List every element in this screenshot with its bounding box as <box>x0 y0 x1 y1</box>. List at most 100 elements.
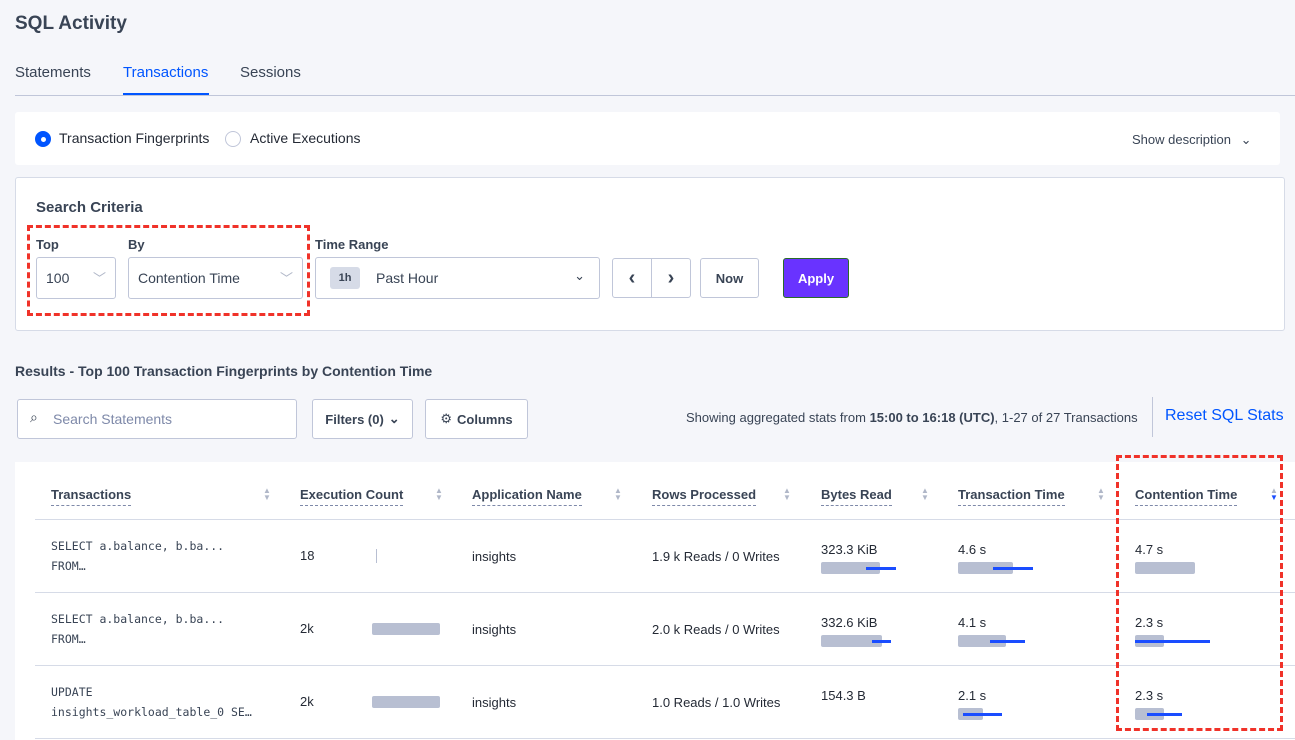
by-label: By <box>128 237 145 252</box>
now-button[interactable]: Now <box>700 258 759 298</box>
application-name: insights <box>472 549 517 564</box>
search-criteria-panel <box>15 177 1285 331</box>
tab-statements[interactable]: Statements <box>15 64 91 81</box>
bytes-read: 323.3 KiB <box>821 542 878 557</box>
transaction-query[interactable]: UPDATE <box>51 685 93 699</box>
execution-count-bar <box>372 696 440 708</box>
top-value: 100 <box>46 270 70 286</box>
results-title: Results - Top 100 Transaction Fingerprin… <box>15 363 433 379</box>
bytes-read: 332.6 KiB <box>821 615 878 630</box>
highlight-box <box>1116 455 1283 731</box>
stats-suffix: , 1-27 of 27 Transactions <box>994 410 1138 425</box>
cont-stddev-bar <box>1147 713 1182 716</box>
stats-summary: Showing aggregated stats from 15:00 to 1… <box>686 410 1138 425</box>
sort-icon[interactable]: ▲ ▼ <box>783 486 791 502</box>
divider <box>1152 397 1153 437</box>
show-description-toggle[interactable]: Show description ⌄ <box>1132 132 1252 148</box>
by-value: Contention Time <box>138 270 240 286</box>
chevron-down-icon: ⌄ <box>388 411 400 426</box>
reset-sql-stats-link[interactable]: Reset SQL Stats <box>1165 407 1284 424</box>
row-divider <box>35 592 1295 593</box>
stats-range: 15:00 to 16:18 (UTC) <box>869 410 995 425</box>
execution-count-bar <box>376 549 377 563</box>
bytes-stddev-bar <box>872 640 891 643</box>
top-label: Top <box>36 237 59 252</box>
cont-stddev-bar <box>1135 640 1210 643</box>
row-divider <box>35 738 1295 739</box>
rows-processed: 1.9 k Reads / 0 Writes <box>652 549 780 564</box>
bytes-mean-bar <box>821 635 882 647</box>
row-divider <box>35 519 1295 520</box>
column-header[interactable]: Transactions <box>51 487 132 506</box>
time-range-select[interactable]: 1h Past Hour ⌄ <box>315 257 600 299</box>
execution-count-bar <box>372 623 440 635</box>
column-header[interactable]: Contention Time <box>1135 487 1238 506</box>
sort-icon[interactable]: ▲ ▼ <box>1097 486 1105 502</box>
sort-icon[interactable]: ▲ ▼ <box>435 486 443 502</box>
radio-active-executions[interactable] <box>225 131 241 147</box>
active-tab-indicator <box>123 93 209 95</box>
previous-time-button[interactable]: ‹ <box>612 258 652 298</box>
transaction-time: 4.6 s <box>958 542 987 557</box>
radio-label[interactable]: Active Executions <box>250 130 361 146</box>
tab-sessions[interactable]: Sessions <box>240 64 301 81</box>
gear-icon: ⚙ <box>440 411 453 426</box>
search-input[interactable]: ⌕ Search Statements <box>17 399 297 439</box>
chevron-right-icon: › <box>667 266 675 289</box>
time-stddev-bar <box>963 713 1002 716</box>
sort-icon[interactable]: ▲ ▼ <box>1270 486 1278 502</box>
application-name: insights <box>472 622 517 637</box>
by-select[interactable]: Contention Time ﹀ <box>128 257 303 299</box>
sort-icon[interactable]: ▲ ▼ <box>921 486 929 502</box>
sort-icon[interactable]: ▲ ▼ <box>263 486 271 502</box>
radio-transaction-fingerprints[interactable] <box>35 131 51 147</box>
time-value: Past Hour <box>376 270 439 286</box>
column-header[interactable]: Application Name <box>472 487 582 506</box>
time-range-label: Time Range <box>315 237 389 252</box>
column-header[interactable]: Transaction Time <box>958 487 1065 506</box>
time-mean-bar <box>958 562 1013 574</box>
chevron-left-icon: ‹ <box>628 266 636 289</box>
bytes-mean-bar <box>821 562 880 574</box>
filters-button[interactable]: Filters (0) ⌄ <box>312 399 413 439</box>
transaction-query[interactable]: FROM… <box>51 559 86 573</box>
column-header[interactable]: Execution Count <box>300 487 404 506</box>
column-header[interactable]: Rows Processed <box>652 487 757 506</box>
row-divider <box>35 665 1295 666</box>
transaction-query[interactable]: SELECT a.balance, b.ba... <box>51 612 225 626</box>
contention-time: 4.7 s <box>1135 542 1164 557</box>
columns-button[interactable]: ⚙ Columns <box>425 399 528 439</box>
tab-transactions[interactable]: Transactions <box>123 64 209 81</box>
top-select[interactable]: 100 ﹀ <box>36 257 116 299</box>
time-badge: 1h <box>330 267 360 289</box>
sort-icon[interactable]: ▲ ▼ <box>614 486 622 502</box>
time-stddev-bar <box>990 640 1025 643</box>
search-icon: ⌕ <box>30 409 38 425</box>
time-stddev-bar <box>993 567 1033 570</box>
contention-time: 2.3 s <box>1135 688 1164 703</box>
contention-time: 2.3 s <box>1135 615 1164 630</box>
cont-mean-bar <box>1135 562 1195 574</box>
transaction-time: 4.1 s <box>958 615 987 630</box>
chevron-down-icon: ⌄ <box>574 268 585 283</box>
filters-label: Filters (0) <box>325 411 384 427</box>
bytes-stddev-bar <box>866 567 896 570</box>
time-mean-bar <box>958 635 1006 647</box>
transaction-query[interactable]: FROM… <box>51 632 86 646</box>
execution-count: 2k <box>300 621 314 636</box>
page-title: SQL Activity <box>15 13 127 34</box>
apply-button[interactable]: Apply <box>783 258 849 298</box>
radio-label[interactable]: Transaction Fingerprints <box>59 130 210 146</box>
next-time-button[interactable]: › <box>651 258 691 298</box>
application-name: insights <box>472 695 517 710</box>
transaction-query[interactable]: insights_workload_table_0 SE… <box>51 705 252 719</box>
stats-prefix: Showing aggregated stats from <box>686 410 870 425</box>
bytes-read: 154.3 B <box>821 688 866 703</box>
highlight-box <box>27 225 310 316</box>
execution-count: 18 <box>300 548 315 563</box>
tab-divider <box>15 95 1295 96</box>
chevron-down-icon: ﹀ <box>92 271 106 286</box>
search-placeholder: Search Statements <box>53 411 173 427</box>
column-header[interactable]: Bytes Read <box>821 487 892 506</box>
transaction-query[interactable]: SELECT a.balance, b.ba... <box>51 539 225 553</box>
